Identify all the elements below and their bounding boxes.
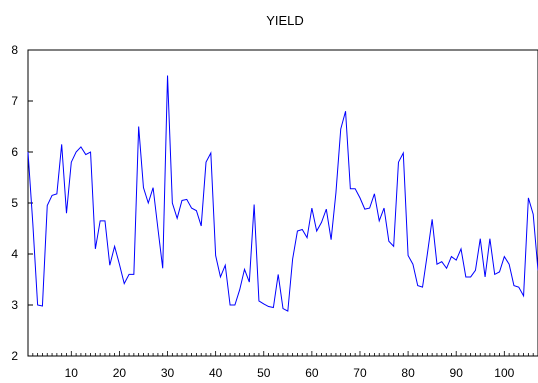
x-tick-label: 40 [209,366,223,380]
x-tick-label: 20 [113,366,127,380]
x-tick-label: 80 [401,366,415,380]
y-tick-label: 6 [11,145,18,159]
x-tick-label: 30 [161,366,175,380]
y-tick-label: 3 [11,298,18,312]
x-tick-label: 10 [65,366,79,380]
y-tick-label: 8 [11,43,18,57]
chart-title: YIELD [266,13,304,28]
y-tick-label: 7 [11,94,18,108]
x-tick-label: 100 [494,366,514,380]
x-tick-label: 70 [353,366,367,380]
x-tick-label: 50 [257,366,271,380]
series-layer [27,75,538,312]
x-tick-label: 60 [305,366,319,380]
y-tick-label: 5 [11,196,18,210]
plot-frame [27,49,538,357]
x-tick-label: 90 [450,366,464,380]
series-line [27,75,538,312]
y-tick-label: 4 [11,247,18,261]
y-tick-label: 2 [11,349,18,363]
x-axis: 10 20 30 40 50 60 70 80 90 100 [27,351,538,380]
y-axis: 2 3 4 5 6 7 8 [11,43,33,363]
